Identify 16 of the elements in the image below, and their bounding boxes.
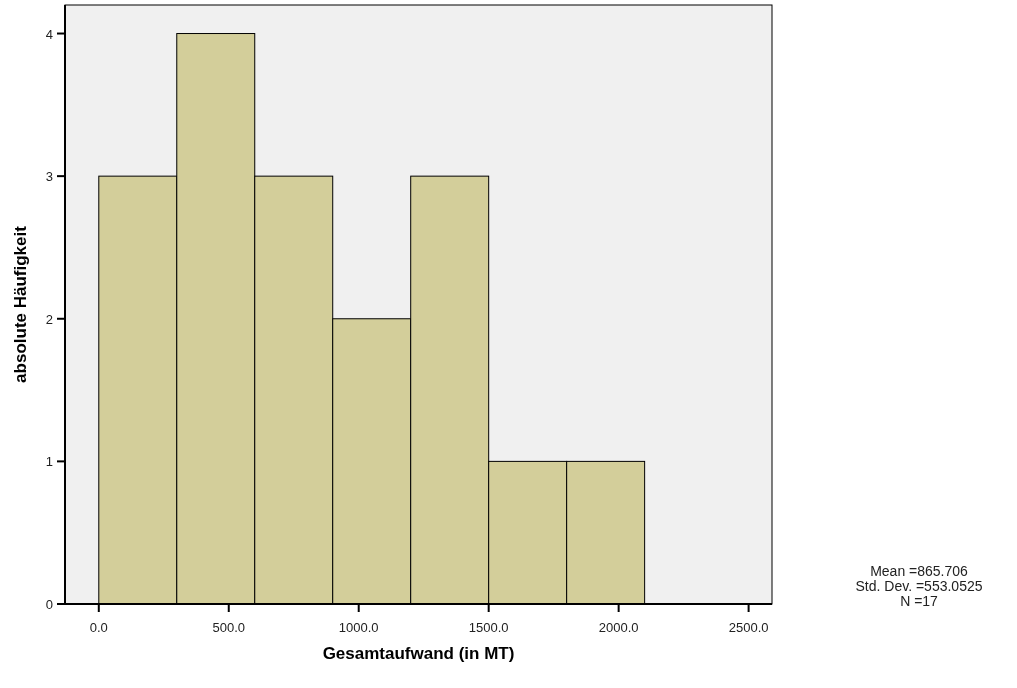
x-tick-label: 2500.0	[728, 620, 769, 635]
y-tick-label: 3	[45, 169, 53, 185]
text: Std. Dev. =553.0525	[855, 578, 983, 594]
x-axis-title: Gesamtaufwand (in MT)	[322, 644, 515, 663]
x-tick-label: 1500.0	[468, 620, 509, 635]
text: Mean =865.706	[870, 563, 969, 579]
y-tick-label: 2	[45, 311, 53, 327]
x-tick-label: 500.0	[212, 620, 246, 635]
x-tick-label: 1000.0	[338, 620, 379, 635]
y-tick-label: 4	[45, 26, 53, 42]
y-tick-label: 1	[45, 454, 53, 470]
x-tick-label: 2000.0	[598, 620, 639, 635]
text: N =17	[900, 593, 939, 609]
y-axis-title: absolute Häufigkeit	[11, 225, 30, 383]
x-tick-label: 0.0	[89, 620, 108, 635]
y-tick-label: 0	[45, 597, 53, 612]
